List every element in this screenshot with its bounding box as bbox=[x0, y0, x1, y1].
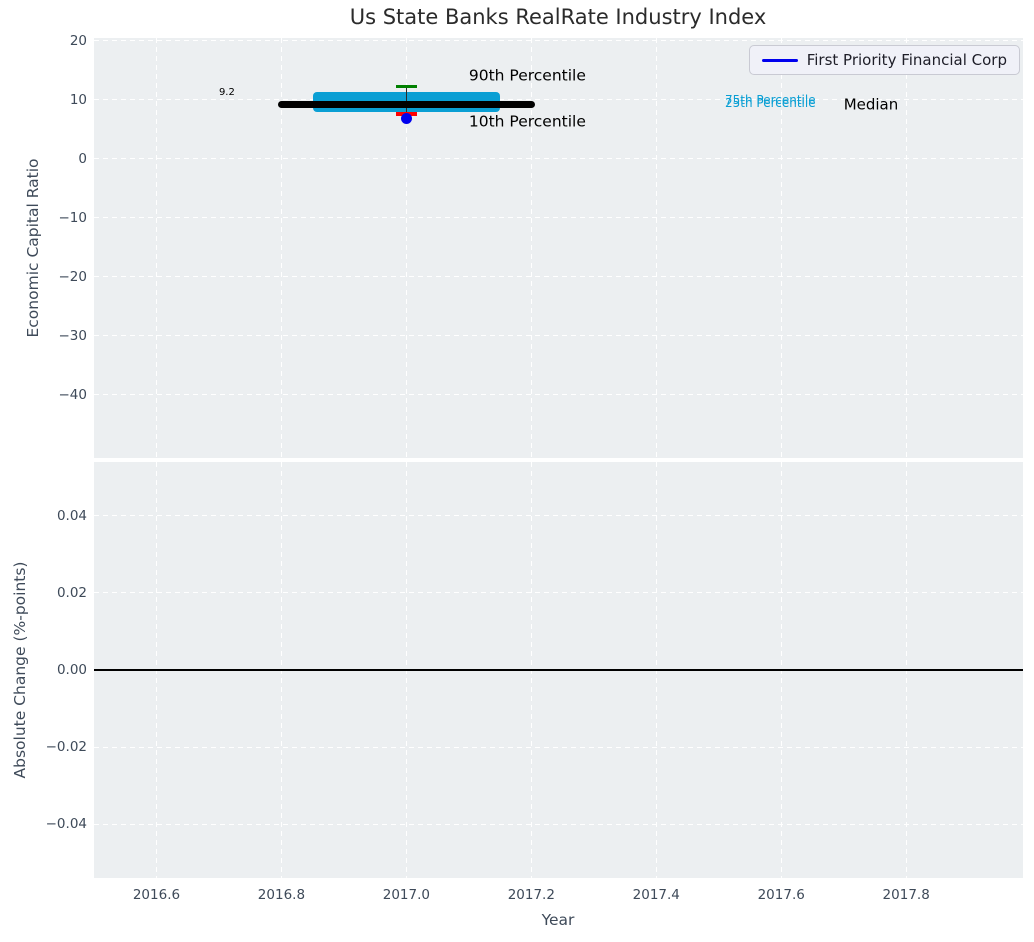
gridline-y bbox=[94, 746, 1023, 748]
y-tick-label: 0 bbox=[78, 150, 87, 167]
median-line bbox=[277, 101, 535, 109]
gridline-y bbox=[94, 515, 1023, 517]
zero-line bbox=[94, 669, 1023, 671]
gridline-y bbox=[94, 823, 1023, 825]
x-axis-label-year: Year bbox=[541, 911, 575, 929]
annotation-75th-percentile: 75th Percentile bbox=[724, 92, 816, 107]
y-tick-label: −0.04 bbox=[45, 816, 87, 833]
legend-label: First Priority Financial Corp bbox=[806, 51, 1007, 69]
y-tick-label: 0.04 bbox=[56, 507, 87, 524]
x-tick-label: 2016.6 bbox=[132, 887, 181, 903]
y-tick-label: 0.00 bbox=[56, 662, 87, 678]
annotation-median: Median bbox=[843, 95, 899, 114]
x-tick-label: 2017.8 bbox=[882, 887, 930, 903]
gridline-y bbox=[94, 276, 1023, 278]
gridline-y bbox=[94, 592, 1023, 594]
annotation-10th-percentile: 10th Percentile bbox=[468, 112, 586, 131]
y-tick-label: −30 bbox=[58, 327, 88, 344]
gridline-y bbox=[94, 335, 1023, 337]
x-tick-label: 2016.8 bbox=[257, 887, 306, 903]
plot-economic-capital-ratio: 90th Percentile 10th Percentile 9.2 75th Pe… bbox=[94, 38, 1023, 458]
plot-absolute-change bbox=[94, 462, 1023, 878]
y-tick-label: −10 bbox=[58, 209, 88, 226]
gridline-x bbox=[405, 38, 407, 458]
y-tick-label: 0.02 bbox=[56, 584, 87, 601]
gridline-y bbox=[94, 40, 1023, 42]
p90-cap bbox=[395, 84, 417, 89]
gridline-x bbox=[905, 38, 907, 458]
y-axis-label-economic-capital-ratio: Economic Capital Ratio bbox=[24, 158, 42, 338]
x-tick-label: 2017.0 bbox=[382, 887, 430, 903]
x-tick-label: 2017.2 bbox=[507, 887, 555, 903]
whisker-line bbox=[405, 86, 408, 115]
y-tick-label: −20 bbox=[58, 268, 88, 285]
gridline-x bbox=[280, 38, 282, 458]
gridline-x bbox=[655, 38, 657, 458]
annotation-25th-percentile: 25th Percentile bbox=[724, 96, 816, 111]
gridline-y bbox=[94, 394, 1023, 396]
gridline-y bbox=[94, 158, 1023, 160]
y-tick-label: −0.02 bbox=[45, 739, 87, 756]
x-tick-label: 2017.4 bbox=[632, 887, 680, 903]
gridline-x bbox=[530, 38, 532, 458]
annotation-90th-percentile: 90th Percentile bbox=[468, 66, 586, 84]
legend-line-sample bbox=[761, 58, 798, 62]
x-tick-label: 2017.6 bbox=[757, 887, 805, 903]
y-tick-label: −40 bbox=[58, 386, 88, 403]
gridline-y bbox=[94, 99, 1023, 101]
legend: First Priority Financial Corp bbox=[748, 45, 1020, 75]
company-point bbox=[400, 113, 412, 125]
gridline-y bbox=[94, 217, 1023, 219]
y-tick-label: 20 bbox=[69, 32, 87, 49]
chart-title: Us State Banks RealRate Industry Index bbox=[349, 5, 767, 29]
gridline-x bbox=[155, 38, 157, 458]
y-tick-label: 10 bbox=[69, 91, 87, 108]
gridline-x bbox=[780, 38, 782, 458]
annotation-9-2: 9.2 bbox=[218, 87, 235, 99]
y-axis-label-absolute-change: Absolute Change (%-points) bbox=[11, 561, 29, 779]
